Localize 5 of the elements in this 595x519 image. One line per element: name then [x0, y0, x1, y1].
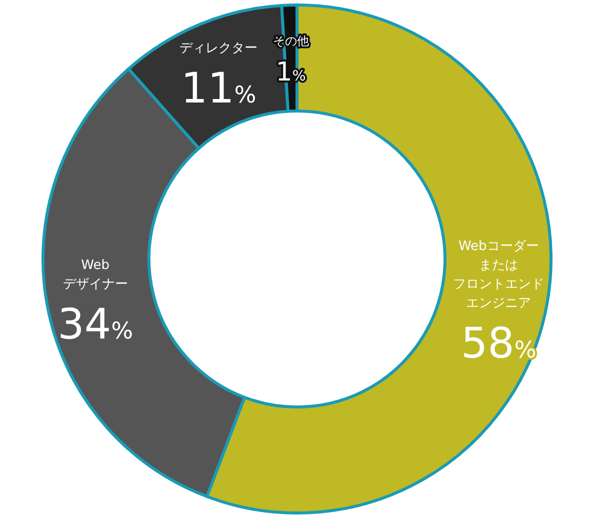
slice-label: Webコーダーまたはフロントエンドエンジニア	[453, 238, 544, 311]
slice-label: ディレクター	[180, 41, 258, 56]
data-label: 34%	[58, 299, 134, 348]
slice-label: Web デザイナー	[62, 258, 128, 292]
data-label: 11%	[180, 64, 256, 113]
